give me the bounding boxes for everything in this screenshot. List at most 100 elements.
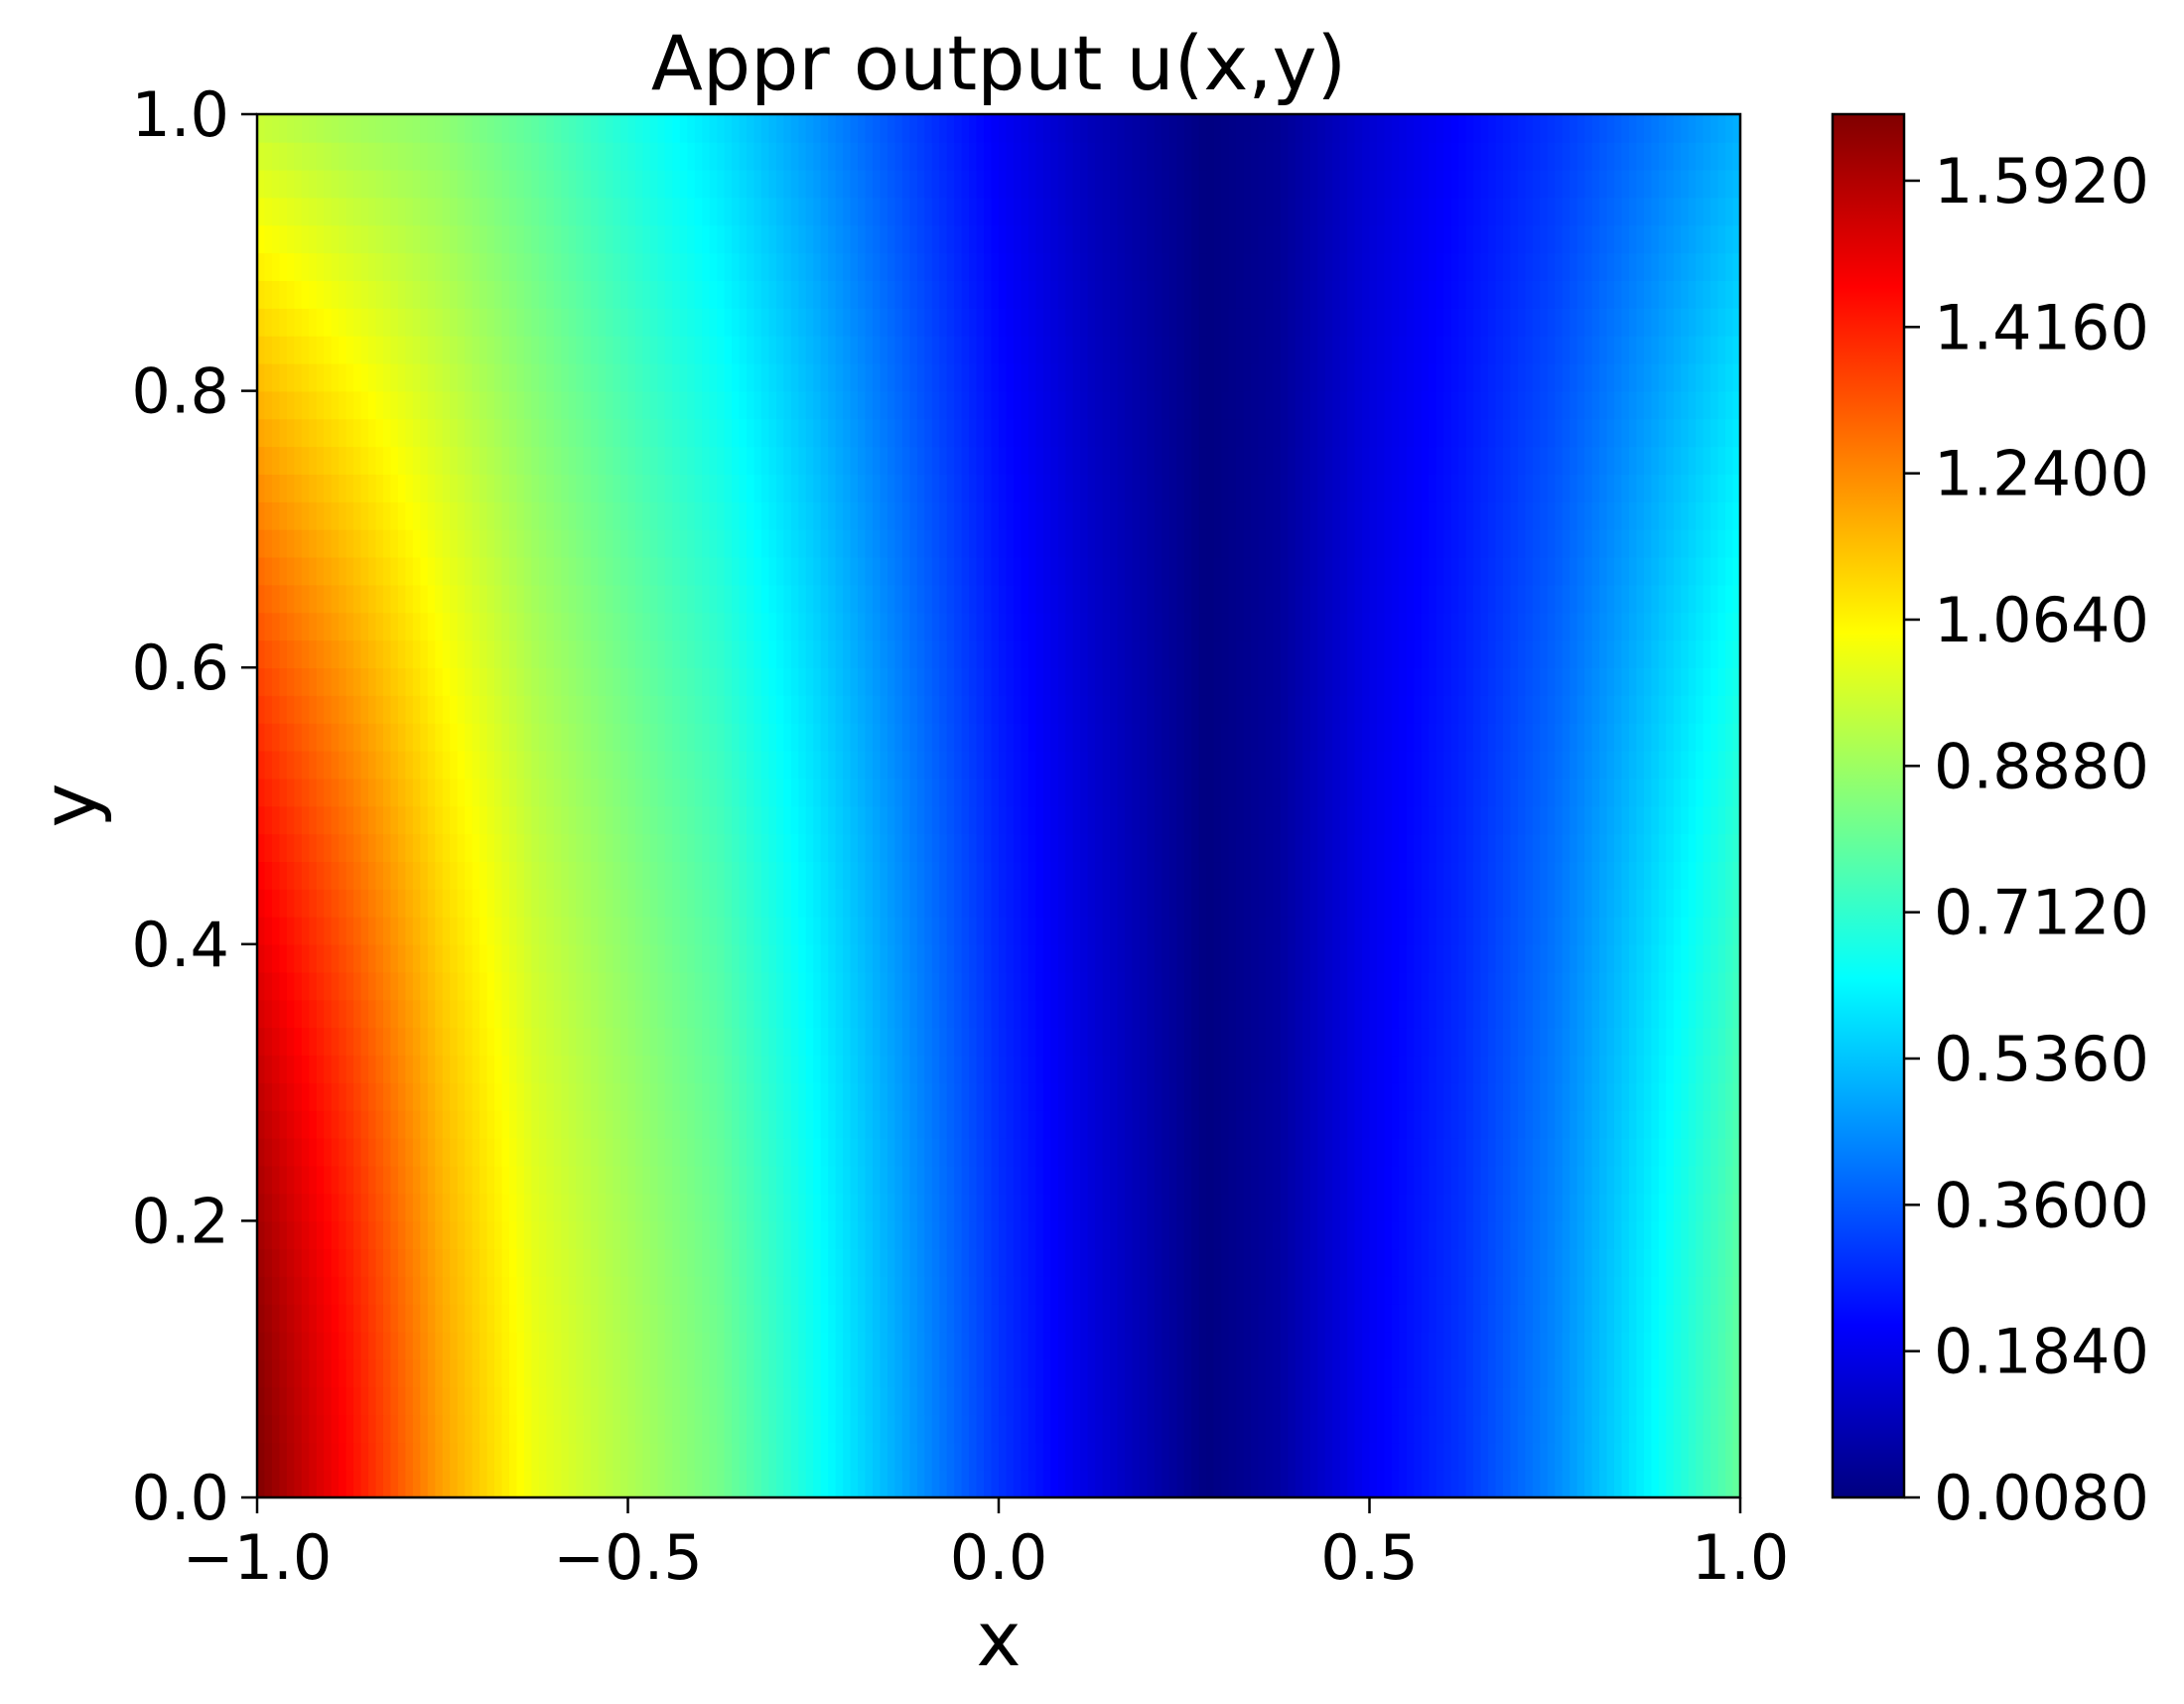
heatmap-cell [1124, 916, 1134, 945]
heatmap-cell [1117, 1358, 1126, 1388]
heatmap-cell [642, 999, 651, 1029]
heatmap-cell [946, 1303, 955, 1333]
heatmap-cell [1435, 1082, 1444, 1111]
heatmap-cell [1525, 833, 1534, 863]
heatmap-cell [865, 1442, 874, 1471]
heatmap-cell [1013, 1055, 1023, 1083]
heatmap-cell [724, 1109, 733, 1139]
heatmap-cell [397, 1414, 407, 1444]
heatmap-cell [850, 861, 859, 890]
heatmap-cell [382, 805, 392, 835]
heatmap-cell [679, 1109, 689, 1139]
heatmap-cell [397, 1470, 407, 1497]
heatmap-cell [1621, 1109, 1630, 1139]
heatmap-cell [694, 1386, 703, 1416]
heatmap-cell [435, 1193, 444, 1222]
heatmap-cell [813, 1248, 822, 1277]
heatmap-cell [1006, 1303, 1015, 1333]
heatmap-cell [1658, 1358, 1668, 1388]
heatmap-cell [450, 1109, 459, 1139]
heatmap-cell [991, 1386, 1000, 1416]
heatmap-cell [672, 943, 681, 973]
heatmap-cell [969, 1331, 978, 1360]
heatmap-cell [946, 1276, 955, 1305]
heatmap-cell [390, 1220, 399, 1250]
heatmap-cell [1435, 1027, 1444, 1057]
heatmap-cell [931, 1248, 941, 1277]
heatmap-cell [345, 1386, 354, 1416]
heatmap-cell [397, 971, 407, 1001]
heatmap-cell [501, 1470, 510, 1497]
heatmap-cell [382, 1248, 392, 1277]
heatmap-cell [1147, 1470, 1156, 1497]
heatmap-cell [991, 916, 1000, 945]
heatmap-cell [1065, 805, 1074, 835]
heatmap-cell [1339, 1165, 1348, 1195]
heatmap-cell [1614, 971, 1623, 1001]
heatmap-cell [1651, 1055, 1660, 1083]
heatmap-cell [1725, 1165, 1734, 1195]
heatmap-cell [1302, 805, 1311, 835]
heatmap-cell [1035, 1082, 1044, 1111]
heatmap-cell [301, 1109, 311, 1139]
heatmap-cell [1732, 1331, 1740, 1360]
heatmap-cell [1666, 1193, 1675, 1222]
heatmap-cell [1435, 1220, 1444, 1250]
heatmap-cell [1465, 1414, 1474, 1444]
heatmap-cell [1102, 1109, 1111, 1139]
heatmap-cell [1681, 1165, 1690, 1195]
heatmap-cell [1176, 1137, 1185, 1167]
heatmap-cell [279, 1027, 288, 1057]
heatmap-cell [1458, 943, 1467, 973]
heatmap-cell [568, 1220, 578, 1250]
heatmap-cell [961, 1358, 970, 1388]
heatmap-cell [1302, 861, 1311, 890]
heatmap-cell [1080, 1470, 1089, 1497]
heatmap-cell [1347, 833, 1356, 863]
heatmap-cell [909, 999, 918, 1029]
heatmap-cell [1117, 1165, 1126, 1195]
heatmap-cell [1110, 1165, 1119, 1195]
heatmap-cell [1450, 1027, 1459, 1057]
heatmap-cell [1681, 916, 1690, 945]
heatmap-cell [523, 805, 533, 835]
heatmap-cell [1110, 1276, 1119, 1305]
heatmap-cell [1080, 1386, 1089, 1416]
heatmap-cell [1117, 805, 1126, 835]
heatmap-cell [1339, 1303, 1348, 1333]
heatmap-cell [1406, 833, 1416, 863]
heatmap-cell [813, 1414, 822, 1444]
heatmap-cell [739, 1442, 748, 1471]
heatmap-cell [368, 1442, 377, 1471]
heatmap-cell [894, 1358, 903, 1388]
heatmap-cell [382, 1220, 392, 1250]
heatmap-cell [724, 1414, 733, 1444]
heatmap-cell [664, 1276, 674, 1305]
heatmap-cell [1376, 1303, 1386, 1333]
heatmap-cell [709, 916, 718, 945]
heatmap-cell [1576, 1303, 1585, 1333]
heatmap-cell [1317, 1220, 1326, 1250]
heatmap-cell [1414, 999, 1423, 1029]
heatmap-cell [1643, 861, 1653, 890]
heatmap-cell [546, 1386, 555, 1416]
heatmap-cell [472, 1386, 480, 1416]
heatmap-cell [969, 1470, 978, 1497]
heatmap-cell [553, 1082, 563, 1111]
heatmap-cell [1221, 861, 1230, 890]
heatmap-cell [1725, 889, 1734, 918]
heatmap-cell [1087, 1303, 1096, 1333]
heatmap-cell [1384, 861, 1393, 890]
heatmap-cell [1591, 889, 1600, 918]
heatmap-cell [1035, 943, 1044, 973]
heatmap-cell [1391, 1303, 1401, 1333]
heatmap-cell [887, 1193, 896, 1222]
heatmap-cell [1510, 889, 1519, 918]
heatmap-cell [1414, 1082, 1423, 1111]
heatmap-cell [1488, 999, 1497, 1029]
heatmap-cell [1443, 1386, 1452, 1416]
heatmap-cell [1443, 1082, 1452, 1111]
heatmap-cell [368, 1414, 377, 1444]
heatmap-cell [1636, 943, 1645, 973]
heatmap-cell [1688, 971, 1697, 1001]
